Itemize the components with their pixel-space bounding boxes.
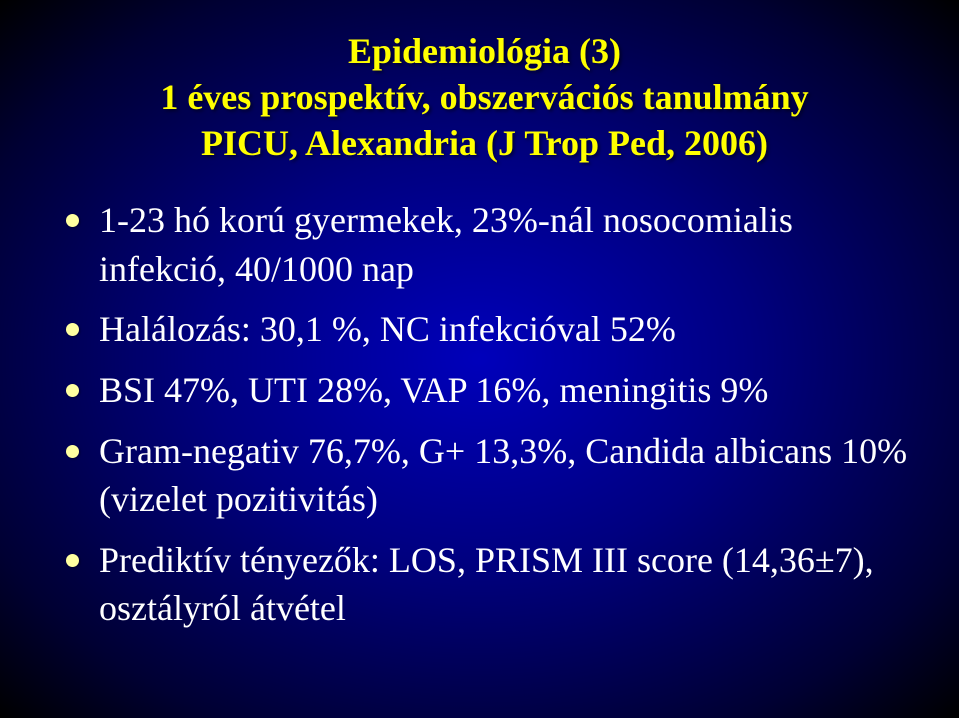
title-line-3: PICU, Alexandria (J Trop Ped, 2006) [60,120,909,166]
bullet-text: Gram-negativ 76,7%, G+ 13,3%, Candida al… [99,427,909,524]
bullet-dot-icon [66,323,79,336]
bullet-text: 1-23 hó korú gyermekek, 23%-nál nosocomi… [99,196,909,293]
bullet-dot-icon [66,214,79,227]
bullet-item: 1-23 hó korú gyermekek, 23%-nál nosocomi… [66,196,909,293]
bullet-text: BSI 47%, UTI 28%, VAP 16%, meningitis 9% [99,366,768,415]
bullet-text: Halálozás: 30,1 %, NC infekcióval 52% [99,305,676,354]
title-line-2: 1 éves prospektív, obszervációs tanulmán… [60,74,909,120]
slide: Epidemiológia (3) 1 éves prospektív, obs… [0,0,959,718]
bullet-dot-icon [66,554,79,567]
bullet-dot-icon [66,445,79,458]
bullet-item: Halálozás: 30,1 %, NC infekcióval 52% [66,305,909,354]
bullet-list: 1-23 hó korú gyermekek, 23%-nál nosocomi… [60,196,909,633]
bullet-item: Gram-negativ 76,7%, G+ 13,3%, Candida al… [66,427,909,524]
bullet-text: Prediktív tényezők: LOS, PRISM III score… [99,536,909,633]
slide-title: Epidemiológia (3) 1 éves prospektív, obs… [60,28,909,166]
title-line-1: Epidemiológia (3) [60,28,909,74]
bullet-item: BSI 47%, UTI 28%, VAP 16%, meningitis 9% [66,366,909,415]
bullet-item: Prediktív tényezők: LOS, PRISM III score… [66,536,909,633]
bullet-dot-icon [66,384,79,397]
